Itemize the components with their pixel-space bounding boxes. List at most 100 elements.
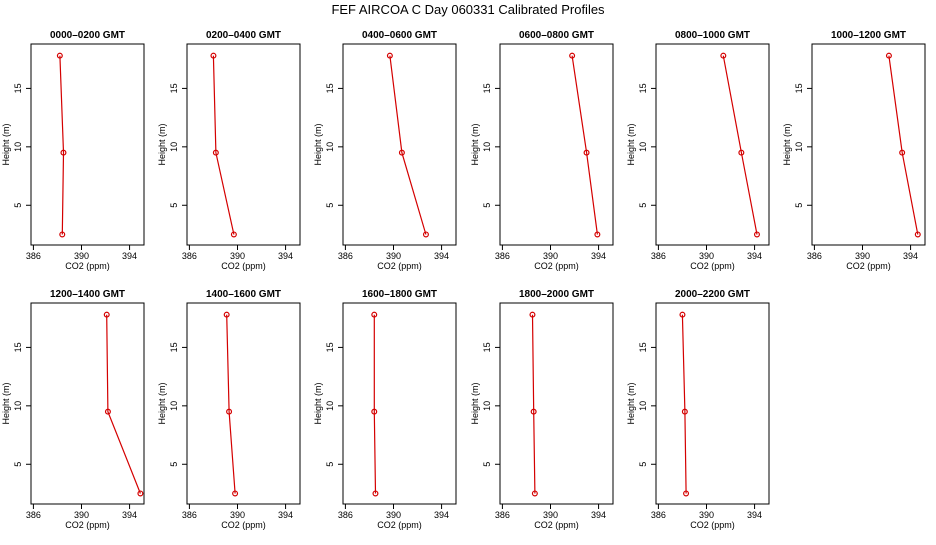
y-tick-label: 15	[482, 342, 492, 352]
panel-title: 0200–0400 GMT	[206, 30, 281, 41]
y-tick-label: 5	[325, 203, 335, 208]
chart-panel-3: 0400–0600 GMT 386 390 394 CO2 (ppm) 5 10 15 Heig…	[313, 30, 457, 271]
x-axis-label: CO2 (ppm)	[534, 520, 579, 530]
y-tick-label: 10	[169, 142, 179, 152]
profile-line	[681, 314, 687, 494]
data-point	[223, 311, 230, 318]
x-tick-label: 394	[122, 510, 137, 520]
data-point	[59, 231, 66, 238]
y-tick-label: 5	[169, 462, 179, 467]
plot-frame	[342, 302, 457, 505]
y-tick-label: 5	[482, 203, 492, 208]
plot-frame	[655, 302, 770, 505]
profile-line	[571, 55, 598, 235]
x-tick-label: 394	[591, 251, 606, 261]
y-axis-label: Height (m)	[626, 123, 636, 165]
data-point	[56, 52, 63, 59]
y-tick-label: 10	[794, 142, 804, 152]
panel-title: 0400–0600 GMT	[362, 30, 437, 41]
panel-title: 1000–1200 GMT	[831, 30, 906, 41]
x-tick-label: 390	[699, 251, 714, 261]
x-tick-label: 386	[182, 251, 197, 261]
data-point	[104, 408, 111, 415]
data-point	[531, 490, 538, 497]
data-point	[530, 408, 537, 415]
y-axis-label: Height (m)	[470, 123, 480, 165]
panel-title: 0600–0800 GMT	[519, 30, 594, 41]
x-axis-label: CO2 (ppm)	[534, 261, 579, 271]
data-point	[386, 52, 393, 59]
y-tick-label: 15	[169, 83, 179, 93]
plot-frame	[342, 43, 457, 246]
data-point	[569, 52, 576, 59]
panel-title: 2000–2200 GMT	[675, 289, 750, 300]
x-tick-label: 390	[543, 251, 558, 261]
data-point	[398, 149, 405, 156]
chart-panel-9: 1600–1800 GMT 386 390 394 CO2 (ppm) 5 10 15 Heig…	[313, 289, 457, 530]
plot-frame	[499, 43, 614, 246]
x-tick-label: 394	[434, 510, 449, 520]
y-axis-label: Height (m)	[157, 123, 167, 165]
x-tick-label: 394	[278, 510, 293, 520]
data-point	[210, 52, 217, 59]
plot-frame	[30, 302, 145, 505]
y-tick-label: 10	[13, 142, 23, 152]
profile-line	[722, 55, 758, 235]
y-tick-label: 10	[325, 401, 335, 411]
x-tick-label: 386	[651, 510, 666, 520]
panel-title: 0800–1000 GMT	[675, 30, 750, 41]
y-tick-label: 10	[169, 401, 179, 411]
plot-frame	[186, 302, 301, 505]
plot-frame	[186, 43, 301, 246]
chart-panel-8: 1400–1600 GMT 386 390 394 CO2 (ppm) 5 10 15 Heig…	[157, 289, 301, 530]
x-tick-label: 386	[495, 510, 510, 520]
x-axis-label: CO2 (ppm)	[221, 520, 266, 530]
y-axis-label: Height (m)	[313, 382, 323, 424]
plot-frame	[655, 43, 770, 246]
profile-line	[106, 314, 141, 494]
data-point	[422, 231, 429, 238]
data-point	[683, 490, 690, 497]
x-tick-label: 394	[903, 251, 918, 261]
y-tick-label: 5	[13, 203, 23, 208]
data-point	[914, 231, 921, 238]
figure-title: FEF AIRCOA C Day 060331 Calibrated Profi…	[331, 2, 605, 17]
data-point	[720, 52, 727, 59]
x-tick-label: 386	[495, 251, 510, 261]
x-tick-label: 386	[807, 251, 822, 261]
data-point	[103, 311, 110, 318]
chart-panel-2: 0200–0400 GMT 386 390 394 CO2 (ppm) 5 10 15 Heig…	[157, 30, 301, 271]
chart-panel-5: 0800–1000 GMT 386 390 394 CO2 (ppm) 5 10 15 Heig…	[626, 30, 770, 271]
y-tick-label: 15	[325, 83, 335, 93]
y-axis-label: Height (m)	[470, 382, 480, 424]
x-tick-label: 386	[182, 510, 197, 520]
y-tick-label: 15	[638, 342, 648, 352]
data-point	[230, 231, 237, 238]
data-point	[371, 311, 378, 318]
panel-title: 1600–1800 GMT	[362, 289, 437, 300]
data-point	[371, 408, 378, 415]
x-tick-label: 390	[386, 251, 401, 261]
y-tick-label: 15	[13, 83, 23, 93]
profile-line	[373, 314, 377, 494]
y-tick-label: 5	[638, 203, 648, 208]
data-point	[60, 149, 67, 156]
y-tick-label: 10	[482, 142, 492, 152]
x-tick-label: 390	[74, 251, 89, 261]
y-tick-label: 15	[794, 83, 804, 93]
data-point	[372, 490, 379, 497]
x-tick-label: 386	[26, 251, 41, 261]
x-tick-label: 394	[747, 510, 762, 520]
data-point	[899, 149, 906, 156]
panel-title: 1800–2000 GMT	[519, 289, 594, 300]
chart-panel-11: 2000–2200 GMT 386 390 394 CO2 (ppm) 5 10 15 Heig…	[626, 289, 770, 530]
data-point	[738, 149, 745, 156]
data-point	[232, 490, 239, 497]
x-axis-label: CO2 (ppm)	[846, 261, 891, 271]
chart-panel-1: 0000–0200 GMT 386 390 394 CO2 (ppm) 5 10 15 Heig…	[1, 30, 145, 271]
x-axis-label: CO2 (ppm)	[690, 261, 735, 271]
chart-panel-6: 1000–1200 GMT 386 390 394 CO2 (ppm) 5 10 15 Heig…	[782, 30, 926, 271]
y-axis-label: Height (m)	[1, 382, 11, 424]
profile-line	[59, 55, 65, 235]
